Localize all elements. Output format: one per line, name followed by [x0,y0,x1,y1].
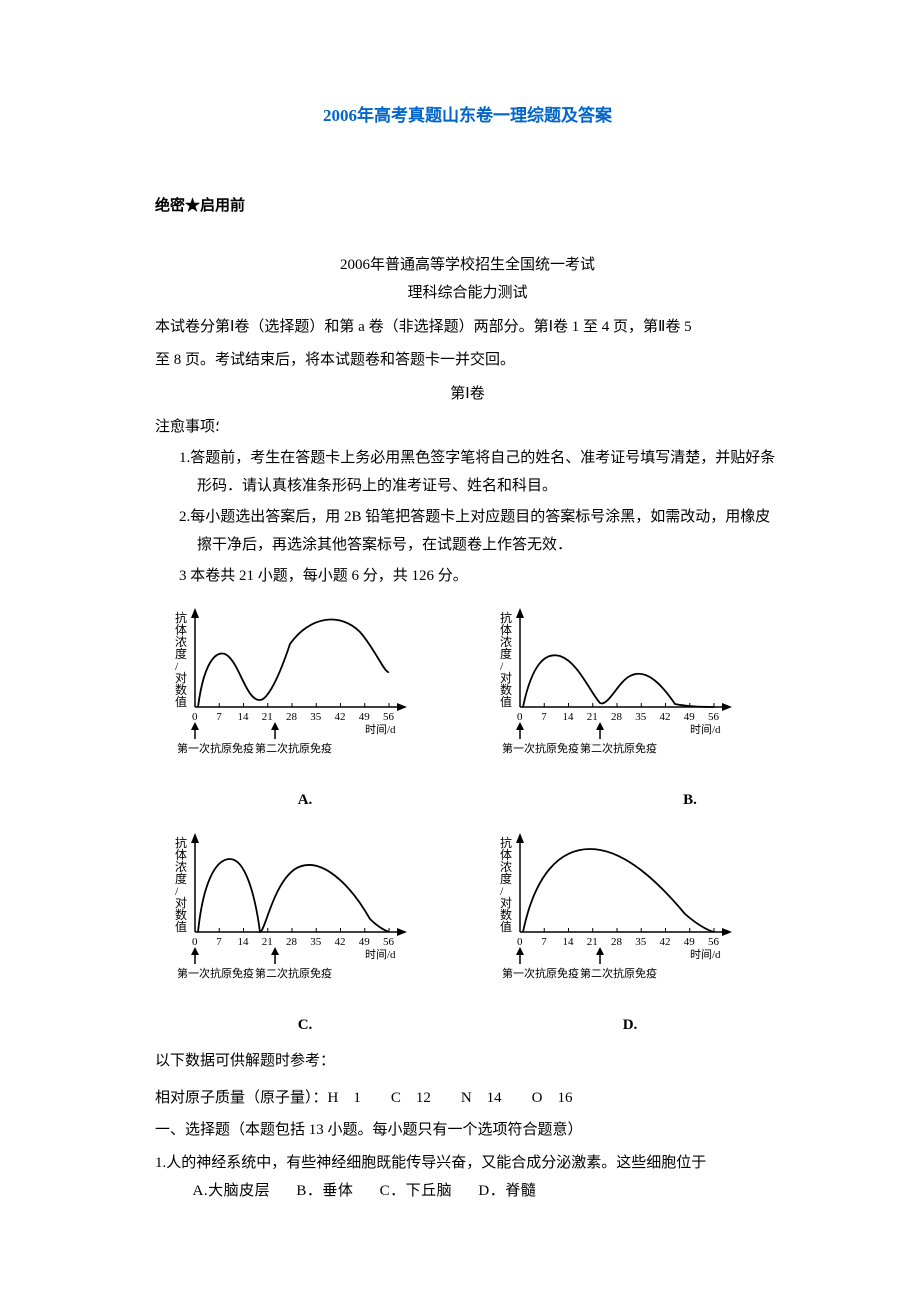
chart-c-svg: 抗体浓度/对数值 0714212835424956时间/d 第一次抗原免疫第二次… [165,829,445,1009]
svg-text:第一次抗原免疫: 第一次抗原免疫 [502,741,579,755]
svg-text:21: 21 [262,936,273,948]
svg-text:49: 49 [684,711,696,723]
svg-text:49: 49 [684,936,696,948]
chart-d-svg: 抗体浓度/对数值 0714212835424956时间/d 第一次抗原免疫第二次… [490,829,770,1009]
svg-text:第二次抗原免疫: 第二次抗原免疫 [255,741,332,755]
svg-text:28: 28 [611,711,623,723]
subtitle-year: 2006年普通高等学校招生全国统一考试 [155,251,780,280]
reference-atomic-mass: 相对原子质量（原子量）：H 1 C 12 N 14 O 16 [155,1084,780,1113]
svg-text:0: 0 [517,936,523,948]
svg-text:值: 值 [175,694,187,709]
svg-text:42: 42 [335,711,346,723]
svg-text:21: 21 [587,936,598,948]
svg-text:35: 35 [635,936,647,948]
svg-text:值: 值 [175,919,187,934]
subtitle-subject: 理科综合能力测试 [155,279,780,308]
intro-line-2: 至 8 页。考试结束后，将本试题卷和答题卡一并交回。 [155,346,780,375]
svg-text:49: 49 [359,936,371,948]
svg-text:14: 14 [563,711,575,723]
svg-text:第二次抗原免疫: 第二次抗原免疫 [580,966,657,980]
svg-text:56: 56 [708,936,720,948]
svg-text:28: 28 [286,711,298,723]
chart-c-label: C. [298,1011,313,1040]
notice-heading: 注愈事项؛ [155,413,780,442]
question-1: 1.人的神经系统中，有些神经细胞既能传导兴奋，又能合成分泌激素。这些细胞位于 [155,1149,780,1178]
notice-1: 1.答题前，考生在答题卡上务必用黑色签字笔将自己的姓名、准考证号填写清楚，并贴好… [155,444,780,501]
svg-text:第一次抗原免疫: 第一次抗原免疫 [177,741,254,755]
svg-text:56: 56 [383,711,395,723]
svg-text:21: 21 [587,711,598,723]
reference-data-head: 以下数据可供解题时参考： [155,1047,780,1076]
svg-text:第二次抗原免疫: 第二次抗原免疫 [255,966,332,980]
svg-text:7: 7 [216,711,222,723]
chart-b: 抗体浓度/对数值 0714212835424956时间/d 第一次抗原免疫第二次… [480,604,780,815]
svg-text:第二次抗原免疫: 第二次抗原免疫 [580,741,657,755]
svg-text:42: 42 [660,711,671,723]
svg-text:时间/d: 时间/d [690,948,721,961]
svg-text:第一次抗原免疫: 第一次抗原免疫 [502,966,579,980]
svg-text:35: 35 [310,936,322,948]
svg-text:7: 7 [541,936,547,948]
chart-a-svg: 抗体浓度/对数值 0714212835424956时间/d 第一次抗原免疫第二次… [165,604,445,784]
svg-text:0: 0 [192,711,198,723]
svg-text:7: 7 [541,711,547,723]
svg-text:时间/d: 时间/d [365,723,396,736]
svg-text:0: 0 [192,936,198,948]
svg-text:28: 28 [286,936,298,948]
svg-text:56: 56 [708,711,720,723]
svg-text:时间/d: 时间/d [690,723,721,736]
chart-a-label: A. [298,786,313,815]
svg-text:14: 14 [238,936,250,948]
svg-text:49: 49 [359,711,371,723]
opt-a: A.大脑皮层 [193,1183,271,1199]
chart-b-label: B. [563,786,697,815]
question-1-options: A.大脑皮层 B．垂体 C．下丘脑 D．脊髓 [155,1177,780,1206]
svg-text:28: 28 [611,936,623,948]
charts-row-1: 抗体浓度/对数值 0714212835424956时间/d 第一次抗原免疫第二次… [155,604,780,815]
svg-text:14: 14 [563,936,575,948]
chart-d-label: D. [623,1011,638,1040]
opt-c: C．下丘脑 [380,1183,453,1199]
main-title: 2006年高考真题山东卷一理综题及答案 [155,100,780,132]
svg-text:56: 56 [383,936,395,948]
svg-text:42: 42 [660,936,671,948]
chart-c: 抗体浓度/对数值 0714212835424956时间/d 第一次抗原免疫第二次… [155,829,455,1040]
chart-b-svg: 抗体浓度/对数值 0714212835424956时间/d 第一次抗原免疫第二次… [490,604,770,784]
section-q-heading: 一、选择题（本题包括 13 小题。每小题只有一个选项符合题意） [155,1116,780,1145]
svg-text:值: 值 [500,694,512,709]
svg-text:0: 0 [517,711,523,723]
svg-text:35: 35 [310,711,322,723]
svg-text:35: 35 [635,711,647,723]
svg-text:21: 21 [262,711,273,723]
intro-line-1: 本试卷分第Ⅰ卷（选择题）和第 a 卷（非选择题）两部分。第Ⅰ卷 1 至 4 页，… [155,313,780,342]
svg-text:42: 42 [335,936,346,948]
opt-d: D．脊髓 [478,1183,536,1199]
charts-row-2: 抗体浓度/对数值 0714212835424956时间/d 第一次抗原免疫第二次… [155,829,780,1040]
svg-text:值: 值 [500,919,512,934]
svg-text:7: 7 [216,936,222,948]
confidential-label: 绝密★启用前 [155,192,780,221]
notice-2: 2.每小题选出答案后，用 2B 铅笔把答题卡上对应题目的答案标号涂黑，如需改动，… [155,503,780,560]
svg-text:第一次抗原免疫: 第一次抗原免疫 [177,966,254,980]
notice-3: 3 本卷共 21 小题，每小题 6 分，共 126 分。 [155,562,780,591]
section-1-title: 第Ⅰ卷 [155,380,780,409]
opt-b: B．垂体 [296,1183,353,1199]
chart-a: 抗体浓度/对数值 0714212835424956时间/d 第一次抗原免疫第二次… [155,604,455,815]
chart-d: 抗体浓度/对数值 0714212835424956时间/d 第一次抗原免疫第二次… [480,829,780,1040]
svg-text:14: 14 [238,711,250,723]
svg-text:时间/d: 时间/d [365,948,396,961]
